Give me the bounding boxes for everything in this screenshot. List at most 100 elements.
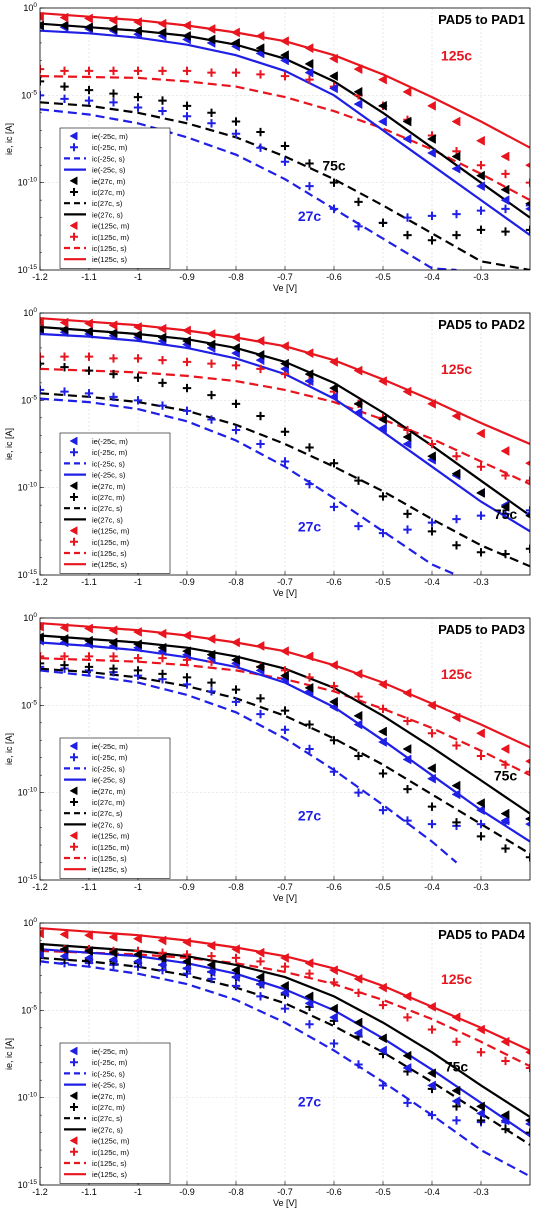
x-tick-label: -0.4 <box>424 882 440 892</box>
data-point-triangle <box>451 712 461 723</box>
y-tick-label: 100 <box>23 2 37 13</box>
legend-entry: ic(125c, m) <box>70 1147 130 1157</box>
data-point-plus <box>158 378 167 388</box>
y-axis-label: ie, ic [A] <box>4 1038 14 1070</box>
data-point-plus <box>84 85 94 95</box>
data-point-triangle <box>451 151 461 162</box>
x-axis-label: Ve [V] <box>273 588 297 598</box>
chart-panel-3: -1.2 -1.1 -1 -0.9 -0.8 -0.7 -0.6 -0.5 -0.4 -0.3 10… <box>4 612 531 903</box>
data-point-triangle <box>426 398 436 409</box>
data-point-triangle <box>206 24 216 34</box>
data-point-triangle <box>377 1045 387 1056</box>
data-point-plus <box>60 94 69 104</box>
temperature-annotation: 125c <box>441 666 472 682</box>
data-point-plus <box>354 1060 363 1069</box>
data-point-triangle <box>279 36 289 47</box>
data-point-triangle <box>475 1024 485 1035</box>
y-tick-exponent: -10 <box>28 482 38 489</box>
data-point-plus <box>452 1037 461 1046</box>
series-line <box>40 108 457 270</box>
series-line <box>40 392 530 568</box>
legend-entry: ic(-25c, s) <box>64 1069 125 1078</box>
data-point-plus <box>84 96 94 105</box>
data-point-plus <box>158 106 167 116</box>
y-tick-base: 10 <box>18 788 28 798</box>
temperature-annotation: 27c <box>298 808 322 824</box>
data-point-triangle <box>475 798 485 809</box>
y-tick-exponent: -15 <box>28 569 38 576</box>
data-point-triangle <box>328 83 338 94</box>
x-tick-label: -0.8 <box>228 882 244 892</box>
data-point-plus <box>60 362 69 372</box>
y-tick-base: 10 <box>23 308 33 318</box>
data-point-plus <box>256 957 265 966</box>
data-point-triangle <box>353 86 363 97</box>
legend-marker-plus <box>70 143 78 152</box>
legend-label: ic(125c, m) <box>92 233 130 242</box>
x-tick-label: -0.7 <box>277 1187 293 1197</box>
data-point-triangle <box>132 627 142 637</box>
data-point-triangle <box>475 1101 485 1112</box>
data-point-triangle <box>426 451 436 462</box>
data-point-plus <box>403 784 412 794</box>
data-point-triangle <box>108 320 118 331</box>
data-point-triangle <box>402 432 412 442</box>
x-tick-label: -0.6 <box>326 882 342 892</box>
data-point-triangle <box>108 932 118 942</box>
data-point-triangle <box>157 953 167 963</box>
data-point-triangle <box>328 696 338 707</box>
legend-label: ic(27c, m) <box>92 493 125 502</box>
data-point-plus <box>109 369 118 379</box>
legend-label: ie(125c, m) <box>92 1137 130 1146</box>
data-point-plus <box>354 521 363 531</box>
data-point-plus <box>84 366 94 375</box>
data-point-plus <box>427 729 437 738</box>
data-point-triangle <box>353 64 363 75</box>
legend-label: ie(125c, s) <box>92 1170 128 1179</box>
data-point-plus <box>207 687 216 696</box>
series-ie-125c-m- <box>40 11 530 168</box>
data-point-triangle <box>132 17 142 27</box>
legend-entry: ic(27c, m) <box>70 493 125 502</box>
data-point-triangle <box>40 632 44 643</box>
legend-label: ie(27c, m) <box>92 482 126 491</box>
data-point-triangle <box>181 325 191 336</box>
series-line <box>40 942 530 1118</box>
data-point-plus <box>476 751 486 761</box>
data-point-plus <box>403 525 412 534</box>
data-point-triangle <box>83 13 93 24</box>
data-point-triangle <box>157 935 167 946</box>
series-ie-25c-m- <box>40 949 530 1127</box>
data-point-plus <box>158 66 167 76</box>
series-ie-125c-m- <box>40 928 530 1056</box>
x-axis-label: Ve [V] <box>273 283 297 293</box>
legend-label: ie(27c, s) <box>92 1125 123 1134</box>
data-point-triangle <box>475 728 485 739</box>
data-point-plus <box>354 788 363 797</box>
legend-marker-plus <box>70 493 78 501</box>
data-point-plus <box>305 159 314 168</box>
data-point-plus <box>525 853 530 862</box>
y-tick-exponent: -10 <box>28 177 38 184</box>
x-tick-label: -0.4 <box>424 272 440 282</box>
data-point-plus <box>231 981 241 991</box>
data-point-triangle <box>304 58 314 69</box>
legend-entry: ic(125c, m) <box>70 843 130 852</box>
series-line <box>40 641 530 843</box>
legend-label: ic(-25c, s) <box>92 1069 125 1078</box>
series-ic-27c-s- <box>40 956 530 1146</box>
legend-entry: ie(-25c, m) <box>69 741 128 751</box>
data-point-plus <box>452 1116 461 1125</box>
data-point-triangle <box>206 940 216 951</box>
legend-label: ic(27c, s) <box>92 809 123 818</box>
data-point-triangle <box>426 1068 436 1079</box>
data-point-plus <box>427 1025 437 1034</box>
legend-marker-triangle <box>69 436 78 446</box>
data-point-triangle <box>377 423 387 434</box>
data-point-triangle <box>40 949 44 960</box>
data-point-plus <box>476 511 486 520</box>
y-tick-base: 10 <box>23 918 33 928</box>
data-point-triangle <box>377 679 387 690</box>
series-line <box>40 960 530 1178</box>
temperature-annotation: 125c <box>441 361 472 377</box>
